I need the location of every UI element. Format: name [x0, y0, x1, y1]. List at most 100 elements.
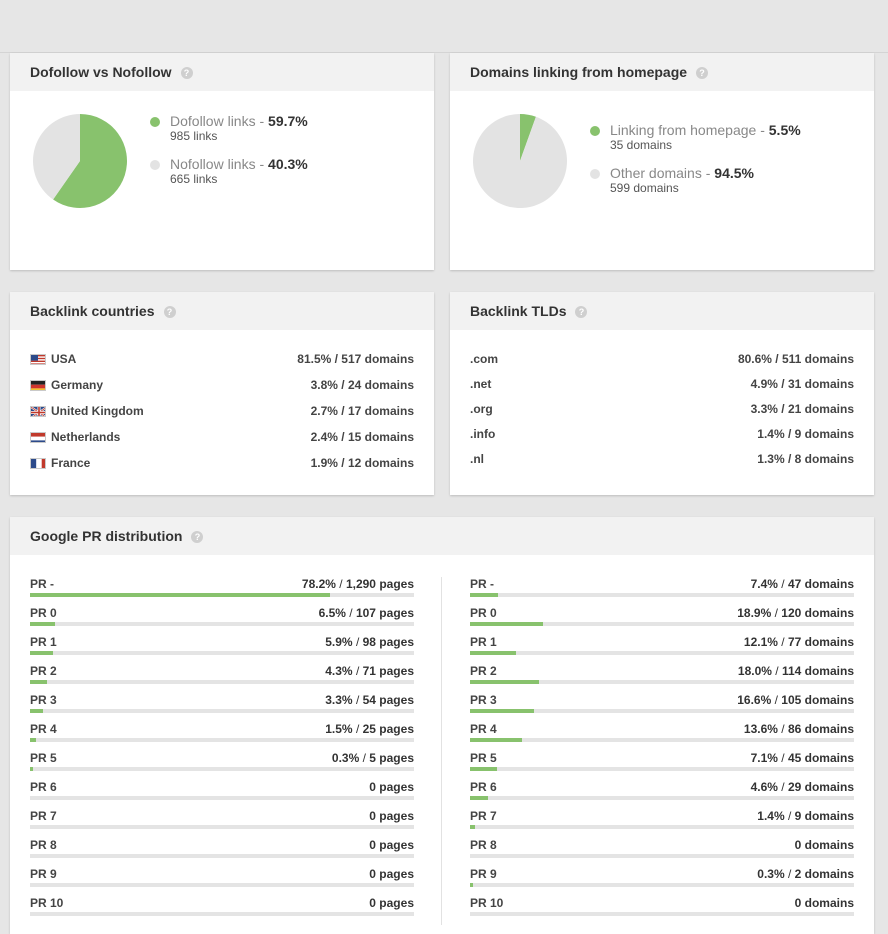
pr-pages-row: PR 6 0 pages [30, 780, 414, 804]
legend-label: Other domains [610, 165, 702, 181]
pr-label: PR - [30, 577, 54, 591]
pr-percent: 5.9% [325, 635, 353, 649]
pr-value: 0 pages [369, 780, 414, 795]
tld-row: .nl 1.3% / 8 domains [470, 451, 854, 467]
pr-value: 6.5% / 107 pages [318, 606, 414, 620]
pr-bar [470, 709, 534, 713]
homepage-pie-slice-0 [520, 114, 536, 161]
pr-label: PR - [470, 577, 494, 591]
panel-header: Dofollow vs Nofollow ? [10, 53, 434, 91]
help-icon[interactable]: ? [575, 305, 588, 318]
pr-count: 71 pages [362, 664, 414, 678]
pr-pages-row: PR 9 0 pages [30, 867, 414, 891]
pr-label: PR 9 [470, 867, 497, 881]
pr-bar [30, 680, 47, 684]
pr-count: 29 domains [787, 780, 854, 794]
dofollow-panel: Dofollow vs Nofollow ? Dofollow links - … [10, 53, 434, 270]
pr-percent: 1.5% [325, 722, 353, 736]
pr-count: 98 pages [362, 635, 414, 649]
pr-value: 18.9% / 120 domains [737, 606, 854, 620]
panel-header: Google PR distribution ? [10, 517, 874, 555]
pr-domains-row: PR 8 0 domains [470, 838, 854, 862]
pr-count: 120 domains [781, 606, 854, 620]
pr-value: 1.5% / 25 pages [325, 722, 414, 736]
legend-item-other: Other domains - 94.5% 599 domains [590, 165, 801, 195]
pr-pages-row: PR 3 3.3% / 54 pages [30, 693, 414, 717]
help-icon[interactable]: ? [191, 530, 204, 543]
panel-header: Domains linking from homepage ? [450, 53, 874, 91]
pr-count: 45 domains [787, 751, 854, 765]
pr-bar [470, 593, 499, 597]
panel-title: Dofollow vs Nofollow [30, 64, 172, 80]
legend-item-homepage: Linking from homepage - 5.5% 35 domains [590, 122, 801, 152]
pr-count: 0 domains [794, 896, 854, 910]
pr-value: 0 domains [795, 896, 854, 911]
pr-pages-row: PR - 78.2% / 1,290 pages [30, 577, 414, 601]
pr-percent: 16.6% [737, 693, 772, 707]
pr-percent: 4.6% [750, 780, 778, 794]
pr-value: 12.1% / 77 domains [743, 635, 854, 649]
flag-france-icon [30, 457, 46, 469]
panel-title: Backlink TLDs [470, 303, 567, 319]
dofollow-legend: Dofollow links - 59.7% 985 links Nofollo… [150, 113, 308, 199]
pr-bar-track [30, 709, 414, 713]
pr-count: 1,290 pages [345, 577, 414, 591]
pr-value: 4.6% / 29 domains [750, 780, 854, 794]
pr-value: 0 pages [369, 809, 414, 824]
pr-bar-track [470, 709, 854, 713]
pr-domains-row: PR - 7.4% / 47 domains [470, 577, 854, 601]
pr-bar [470, 796, 488, 800]
flag-germany-icon [30, 379, 46, 391]
legend-percent: 5.5% [768, 122, 801, 138]
pr-count: 9 domains [794, 809, 854, 823]
pr-label: PR 4 [30, 722, 57, 736]
pr-count: 47 domains [787, 577, 854, 591]
pr-percent: 78.2% [301, 577, 336, 591]
legend-dot-icon [150, 160, 160, 170]
homepage-pie-chart [472, 113, 568, 209]
pr-bar-track [470, 796, 854, 800]
help-icon[interactable]: ? [163, 305, 176, 318]
legend-count: 599 domains [610, 181, 679, 195]
country-value: 2.4% / 15 domains [310, 430, 414, 444]
pr-label: PR 0 [30, 606, 57, 620]
legend-label: Nofollow links [170, 156, 256, 172]
legend-count: 35 domains [610, 138, 673, 152]
pr-bar [470, 622, 543, 626]
pr-value: 4.3% / 71 pages [325, 664, 414, 678]
panel-title: Domains linking from homepage [470, 64, 688, 80]
pr-bar-track [470, 912, 854, 916]
pr-pages-row: PR 2 4.3% / 71 pages [30, 664, 414, 688]
legend-dot-icon [590, 169, 600, 179]
help-icon[interactable]: ? [180, 66, 193, 79]
country-row: Germany 3.8% / 24 domains [30, 377, 414, 393]
pr-bar [30, 593, 331, 597]
pr-pages-row: PR 4 1.5% / 25 pages [30, 722, 414, 746]
pr-bar-track [30, 912, 414, 916]
pr-bar [30, 651, 53, 655]
pr-bar-track [470, 825, 854, 829]
tld-value: 1.3% / 8 domains [757, 452, 854, 466]
pr-domains-row: PR 10 0 domains [470, 896, 854, 920]
country-value: 81.5% / 517 domains [297, 352, 414, 366]
pr-count: 86 domains [787, 722, 854, 736]
country-row: France 1.9% / 12 domains [30, 455, 414, 471]
dofollow-pie-slice-0 [53, 114, 127, 208]
pr-label: PR 1 [30, 635, 57, 649]
tld-row: .info 1.4% / 9 domains [470, 426, 854, 442]
country-row: Netherlands 2.4% / 15 domains [30, 429, 414, 445]
legend-item-dofollow: Dofollow links - 59.7% 985 links [150, 113, 308, 143]
flag-usa-icon [30, 353, 46, 365]
pr-value: 16.6% / 105 domains [737, 693, 854, 707]
tld-row: .org 3.3% / 21 domains [470, 401, 854, 417]
help-icon[interactable]: ? [696, 66, 709, 79]
pr-bar [30, 738, 36, 742]
pr-percent: 18.0% [737, 664, 772, 678]
pr-label: PR 4 [470, 722, 497, 736]
pr-bar [470, 883, 473, 887]
pr-label: PR 5 [30, 751, 57, 765]
pr-bar-track [470, 854, 854, 858]
pr-pages-row: PR 0 6.5% / 107 pages [30, 606, 414, 630]
pr-count: 77 domains [787, 635, 854, 649]
pr-bar [30, 622, 55, 626]
